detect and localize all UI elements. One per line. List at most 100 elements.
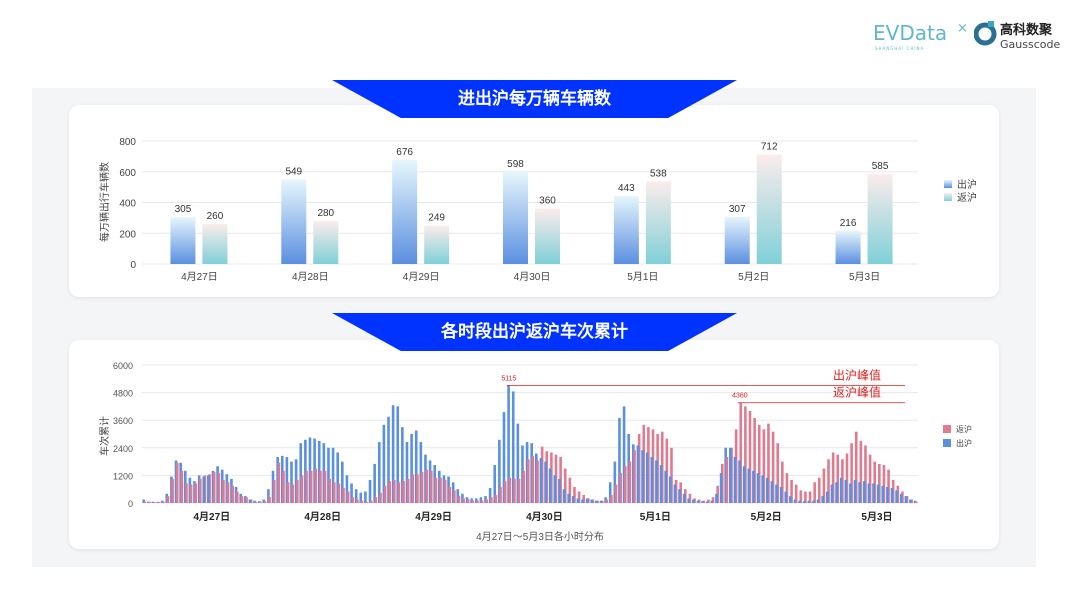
bar-in [813,482,816,503]
bar-out [729,447,732,503]
bar-in [337,483,341,503]
bar-in [420,471,424,503]
bar-in [623,466,627,503]
bar-in [259,501,262,503]
bar-out [170,217,196,264]
bar-in [143,501,147,503]
bar-in [448,486,452,503]
data-label: 443 [618,183,635,194]
y-axis-label: 车次累计 [98,416,111,456]
bar-in [383,485,387,503]
bar-out [544,461,547,503]
bar-in [817,477,821,503]
bar-in [393,480,396,503]
bar-out [377,442,381,503]
bar-out [895,490,898,503]
bar-out [724,216,750,264]
bar-in [490,497,493,503]
bar-out [576,498,580,503]
bar-out [354,489,358,503]
data-label: 305 [175,204,192,215]
bar-in [202,224,228,264]
y-tick-label: 1200 [113,471,133,481]
bar-out [618,417,621,503]
y-tick-label: 6000 [113,361,133,371]
bar-out [207,475,210,503]
bar-in [868,454,872,503]
bar-in [756,154,782,264]
bar-in [577,491,581,503]
bar-out [821,496,824,503]
bar-in [711,497,715,503]
hourly-chart-card [69,340,999,549]
bar-out [345,475,349,503]
bar-in [185,483,188,503]
svg-text:高科数聚: 高科数聚 [1000,22,1053,38]
bar-out [738,460,741,503]
bar-in [645,181,671,264]
bar-in [804,491,807,503]
bar-out [733,457,737,503]
bar-in [397,482,401,503]
bar-out [872,483,875,503]
bar-in [873,461,877,503]
bar-in [402,481,405,503]
bar-out [752,470,755,503]
bar-in [434,477,438,503]
bar-out [590,499,594,503]
bar-out [414,430,418,503]
bar-in [790,480,793,503]
bar-in [332,482,336,503]
bar-in [286,482,290,503]
bar-out [331,447,335,503]
bar-out [507,385,510,503]
bar-out [202,476,206,503]
bar-in [453,490,456,503]
data-label: 538 [650,168,667,179]
bar-out [401,427,404,503]
bar-out [839,477,843,503]
bar-out [696,500,700,503]
bar-out [904,496,908,503]
bar-out [807,500,811,503]
x-tick-label: 4月29日 [415,511,452,523]
bar-out [692,499,695,503]
bar-in [744,406,747,503]
bar-in [180,470,184,503]
bar-in [831,452,835,503]
bar-in [171,478,174,503]
bar-out [775,484,778,503]
bar-out [248,499,252,503]
bar-in [365,501,368,503]
bar-out [636,445,640,503]
data-label: 549 [285,167,302,178]
bar-out [835,230,861,264]
bar-in [808,491,812,503]
bar-in [443,480,447,503]
bar-out [608,482,612,503]
bar-in [152,502,156,503]
peak-value-label: 5115 [501,375,516,382]
y-tick-label: 3600 [113,416,133,426]
bar-in [462,498,465,503]
data-label: 216 [840,218,857,229]
bar-in [148,501,151,503]
legend-swatch-in [944,193,952,201]
legend-label: 出沪 [957,178,977,191]
bar-in [725,457,729,503]
bar-out [405,442,409,503]
bar-in [254,501,258,503]
bar-out [719,473,723,503]
bar-out [503,172,528,264]
bar-in [485,499,489,503]
bar-out [867,483,871,503]
bar-in [799,490,803,503]
bar-in [628,461,632,503]
bar-in [794,484,798,503]
legend-label: 返沪 [956,424,972,434]
bar-out [761,475,764,503]
bar-in [859,440,863,503]
y-tick-label: 200 [119,229,136,240]
bar-out [779,486,783,503]
